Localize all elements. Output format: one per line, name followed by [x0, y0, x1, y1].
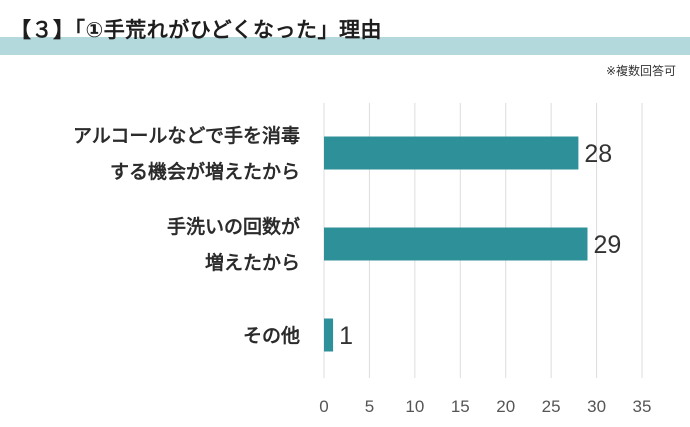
data-labels: 28 29 1	[339, 140, 621, 350]
x-tick-label: 15	[451, 397, 470, 416]
x-tick-label: 30	[587, 397, 606, 416]
category-label: アルコールなどで手を消毒	[73, 124, 300, 147]
bar	[324, 227, 588, 261]
bar	[324, 136, 579, 170]
title-band	[0, 37, 690, 55]
x-axis-ticks: 0 5 10 15 20 25 30 35	[319, 397, 651, 416]
chart-title: 【３】「①手荒れがひどくなった」理由	[10, 18, 383, 42]
x-tick-label: 0	[319, 397, 328, 416]
data-label: 1	[339, 322, 353, 350]
x-tick-label: 25	[542, 397, 561, 416]
bar	[324, 318, 334, 352]
bars	[324, 136, 588, 352]
category-label: 手洗いの回数が	[167, 215, 300, 238]
x-tick-label: 10	[405, 397, 424, 416]
data-label: 28	[584, 140, 612, 168]
x-tick-label: 5	[365, 397, 374, 416]
data-label: 29	[593, 231, 621, 259]
multiple-answers-note: ※複数回答可	[605, 64, 676, 78]
x-tick-label: 35	[633, 397, 652, 416]
x-tick-label: 20	[496, 397, 515, 416]
category-label: 増えたから	[205, 251, 300, 274]
category-label: その他	[243, 324, 300, 347]
category-label: する機会が増えたから	[110, 160, 300, 183]
